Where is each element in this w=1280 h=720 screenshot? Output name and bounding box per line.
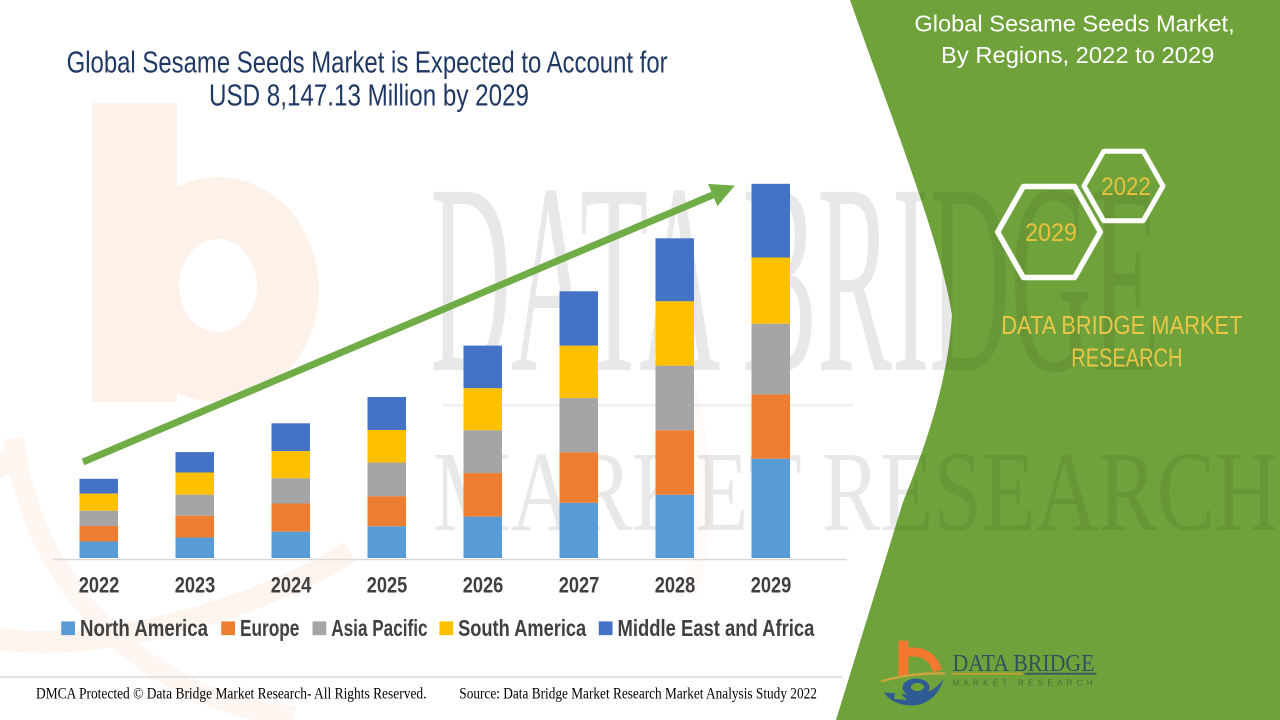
- svg-text:2029: 2029: [751, 573, 792, 598]
- svg-text:USD 8,147.13 Million by 2029: USD 8,147.13 Million by 2029: [209, 78, 529, 113]
- svg-text:MARKET RESEARCH: MARKET RESEARCH: [953, 679, 1093, 688]
- svg-text:North America: North America: [80, 615, 209, 641]
- svg-text:DMCA Protected © Data Bridge M: DMCA Protected © Data Bridge Market Rese…: [36, 686, 427, 703]
- svg-text:2022: 2022: [1101, 173, 1151, 201]
- svg-text:2028: 2028: [655, 573, 696, 598]
- svg-text:2022: 2022: [79, 573, 120, 598]
- svg-text:2027: 2027: [559, 573, 600, 598]
- svg-text:Europe: Europe: [240, 615, 299, 641]
- svg-text:RESEARCH: RESEARCH: [1071, 342, 1182, 372]
- svg-text:2024: 2024: [271, 573, 312, 598]
- svg-text:2023: 2023: [175, 573, 216, 598]
- svg-text:Global Sesame Seeds Market is: Global Sesame Seeds Market is Expected t…: [67, 45, 668, 80]
- svg-text:Middle East and Africa: Middle East and Africa: [618, 615, 816, 641]
- svg-text:South America: South America: [458, 615, 587, 641]
- svg-text:2029: 2029: [1025, 219, 1077, 247]
- svg-text:Source: Data Bridge Market Res: Source: Data Bridge Market Research Mark…: [459, 686, 817, 703]
- svg-text:2025: 2025: [367, 573, 408, 598]
- svg-text:Global Sesame Seeds Market,: Global Sesame Seeds Market,: [914, 11, 1234, 37]
- svg-text:DATA BRIDGE: DATA BRIDGE: [953, 651, 1095, 677]
- svg-text:2026: 2026: [463, 573, 504, 598]
- svg-text:By Regions, 2022 to 2029: By Regions, 2022 to 2029: [941, 42, 1214, 68]
- svg-text:Asia Pacific: Asia Pacific: [331, 615, 427, 641]
- svg-text:DATA BRIDGE MARKET: DATA BRIDGE MARKET: [1001, 310, 1242, 340]
